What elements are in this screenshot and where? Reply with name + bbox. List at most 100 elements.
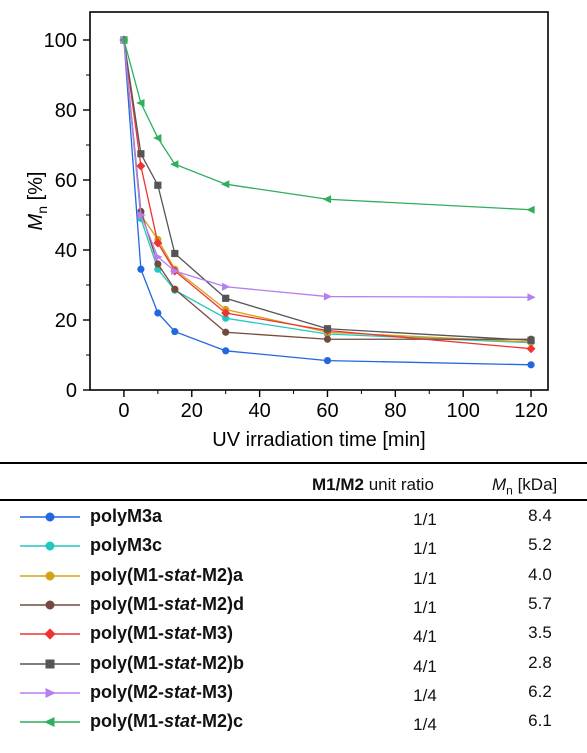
legend-name-part: stat [164, 564, 197, 585]
legend-mn-value: 4.0 [528, 564, 552, 584]
legend-symbol-marker [45, 541, 55, 551]
y-tick-label: 0 [66, 380, 77, 402]
header-mn-sub: n [506, 483, 513, 498]
data-point [222, 294, 230, 302]
data-point [136, 99, 145, 107]
line-chart: 0 20 40 60 80 100 120 0 20 40 60 80 100 UV irradiati… [25, 11, 549, 451]
legend-name-part: poly(M1- [90, 623, 164, 644]
data-point [527, 293, 536, 302]
data-point [526, 205, 535, 214]
legend-symbol [20, 571, 80, 581]
legend-symbol-marker [45, 659, 55, 668]
header-ratio-bold: M1/M2 [312, 475, 364, 494]
data-point [221, 308, 231, 318]
legend-name: polyM3a [90, 506, 162, 527]
data-point [137, 150, 145, 158]
y-tick-label: 80 [55, 100, 77, 122]
series-1 [120, 36, 535, 369]
legend-symbol-marker [45, 512, 55, 522]
legend-row: poly(M1-stat-M2)a 1/1 4.0 [0, 565, 587, 594]
y-tick-label: 20 [55, 310, 77, 332]
legend-row: poly(M1-stat-M3) 4/1 3.5 [0, 623, 587, 652]
legend-name-part: -M2)a [196, 564, 244, 585]
x-tick-label: 0 [118, 400, 129, 422]
legend-symbol [20, 687, 80, 698]
legend-name: poly(M2-stat-M3) [90, 682, 233, 703]
data-point [136, 161, 146, 171]
legend-name-part: stat [164, 623, 197, 644]
x-tick-label: 100 [446, 400, 479, 422]
legend-mn-value: 5.2 [528, 535, 552, 555]
legend-name-part: -M2)c [196, 711, 244, 732]
header-mn: Mn [kDa] [492, 475, 557, 497]
series-2 [120, 36, 535, 347]
data-point [171, 249, 179, 258]
series-3 [120, 36, 535, 346]
data-point [323, 357, 332, 365]
data-point [119, 36, 128, 44]
legend-symbol [20, 659, 80, 668]
data-point [322, 195, 332, 204]
series-line [123, 39, 532, 366]
legend-name-part: polyM3a [90, 506, 163, 526]
legend-name: poly(M1-stat-M2)c [90, 711, 243, 732]
series-8 [119, 36, 535, 214]
data-point [153, 238, 163, 248]
y-tick-label: 60 [55, 170, 77, 192]
data-point [526, 344, 536, 354]
data-point [222, 314, 230, 322]
legend-unit-ratio: 4/1 [413, 656, 437, 676]
legend-name-part: stat [164, 652, 197, 673]
legend-symbol [20, 512, 80, 522]
data-point [154, 253, 163, 261]
header-ratio-rest: unit ratio [363, 475, 434, 494]
legend-row: poly(M1-stat-M2)b 4/1 2.8 [0, 653, 587, 682]
legend-unit-ratio: 1/1 [413, 568, 437, 588]
plot-area [89, 11, 549, 391]
table-top-rule [0, 462, 587, 464]
legend-name-part: -M3) [196, 681, 234, 702]
legend-symbol [20, 600, 80, 610]
data-point [222, 347, 230, 355]
y-axis-label-main: M [25, 213, 47, 230]
data-point [171, 327, 179, 336]
legend-row: poly(M1-stat-M2)c 1/4 6.1 [0, 711, 587, 740]
legend-symbol-marker [45, 571, 55, 581]
legend-name-part: poly(M1- [90, 593, 164, 614]
series-line [123, 39, 532, 350]
legend-name-part: stat [164, 593, 197, 614]
legend-symbol [20, 541, 80, 551]
data-point [171, 267, 180, 275]
series-line [123, 39, 532, 211]
legend-row: polyM3c 1/1 5.2 [0, 535, 587, 564]
data-point [222, 328, 230, 336]
legend-name: poly(M1-stat-M2)d [90, 594, 244, 615]
legend-unit-ratio: 1/4 [413, 685, 437, 705]
legend-name-part: poly(M2- [90, 681, 164, 702]
x-tick-label: 120 [514, 400, 547, 422]
axes: 0 20 40 60 80 100 120 0 20 40 60 80 100 [44, 30, 548, 422]
legend-row: poly(M1-stat-M2)d 1/1 5.7 [0, 594, 587, 623]
header-ratio: M1/M2 unit ratio [312, 475, 434, 495]
data-point [170, 160, 179, 169]
data-point [137, 265, 145, 273]
legend-symbol-marker [44, 717, 55, 728]
data-point [527, 361, 535, 369]
header-mn-unit: [kDa] [512, 475, 558, 494]
data-point [153, 134, 162, 142]
y-axis-label-unit: [%] [25, 172, 47, 206]
y-tick-label: 100 [44, 30, 77, 52]
legend-name: polyM3c [90, 535, 162, 556]
y-axis-label-sub: n [34, 206, 50, 214]
series-7 [120, 36, 536, 302]
data-point [527, 336, 535, 344]
legend-name: poly(M1-stat-M2)b [90, 653, 244, 674]
data-point [221, 180, 230, 189]
legend-name: poly(M1-stat-M2)a [90, 565, 243, 586]
data-point [137, 211, 146, 219]
legend-symbol [20, 717, 80, 728]
legend-symbol-marker [44, 628, 56, 640]
legend-unit-ratio: 1/4 [413, 715, 437, 735]
legend-symbol [20, 628, 80, 640]
x-tick-label: 40 [249, 400, 271, 422]
